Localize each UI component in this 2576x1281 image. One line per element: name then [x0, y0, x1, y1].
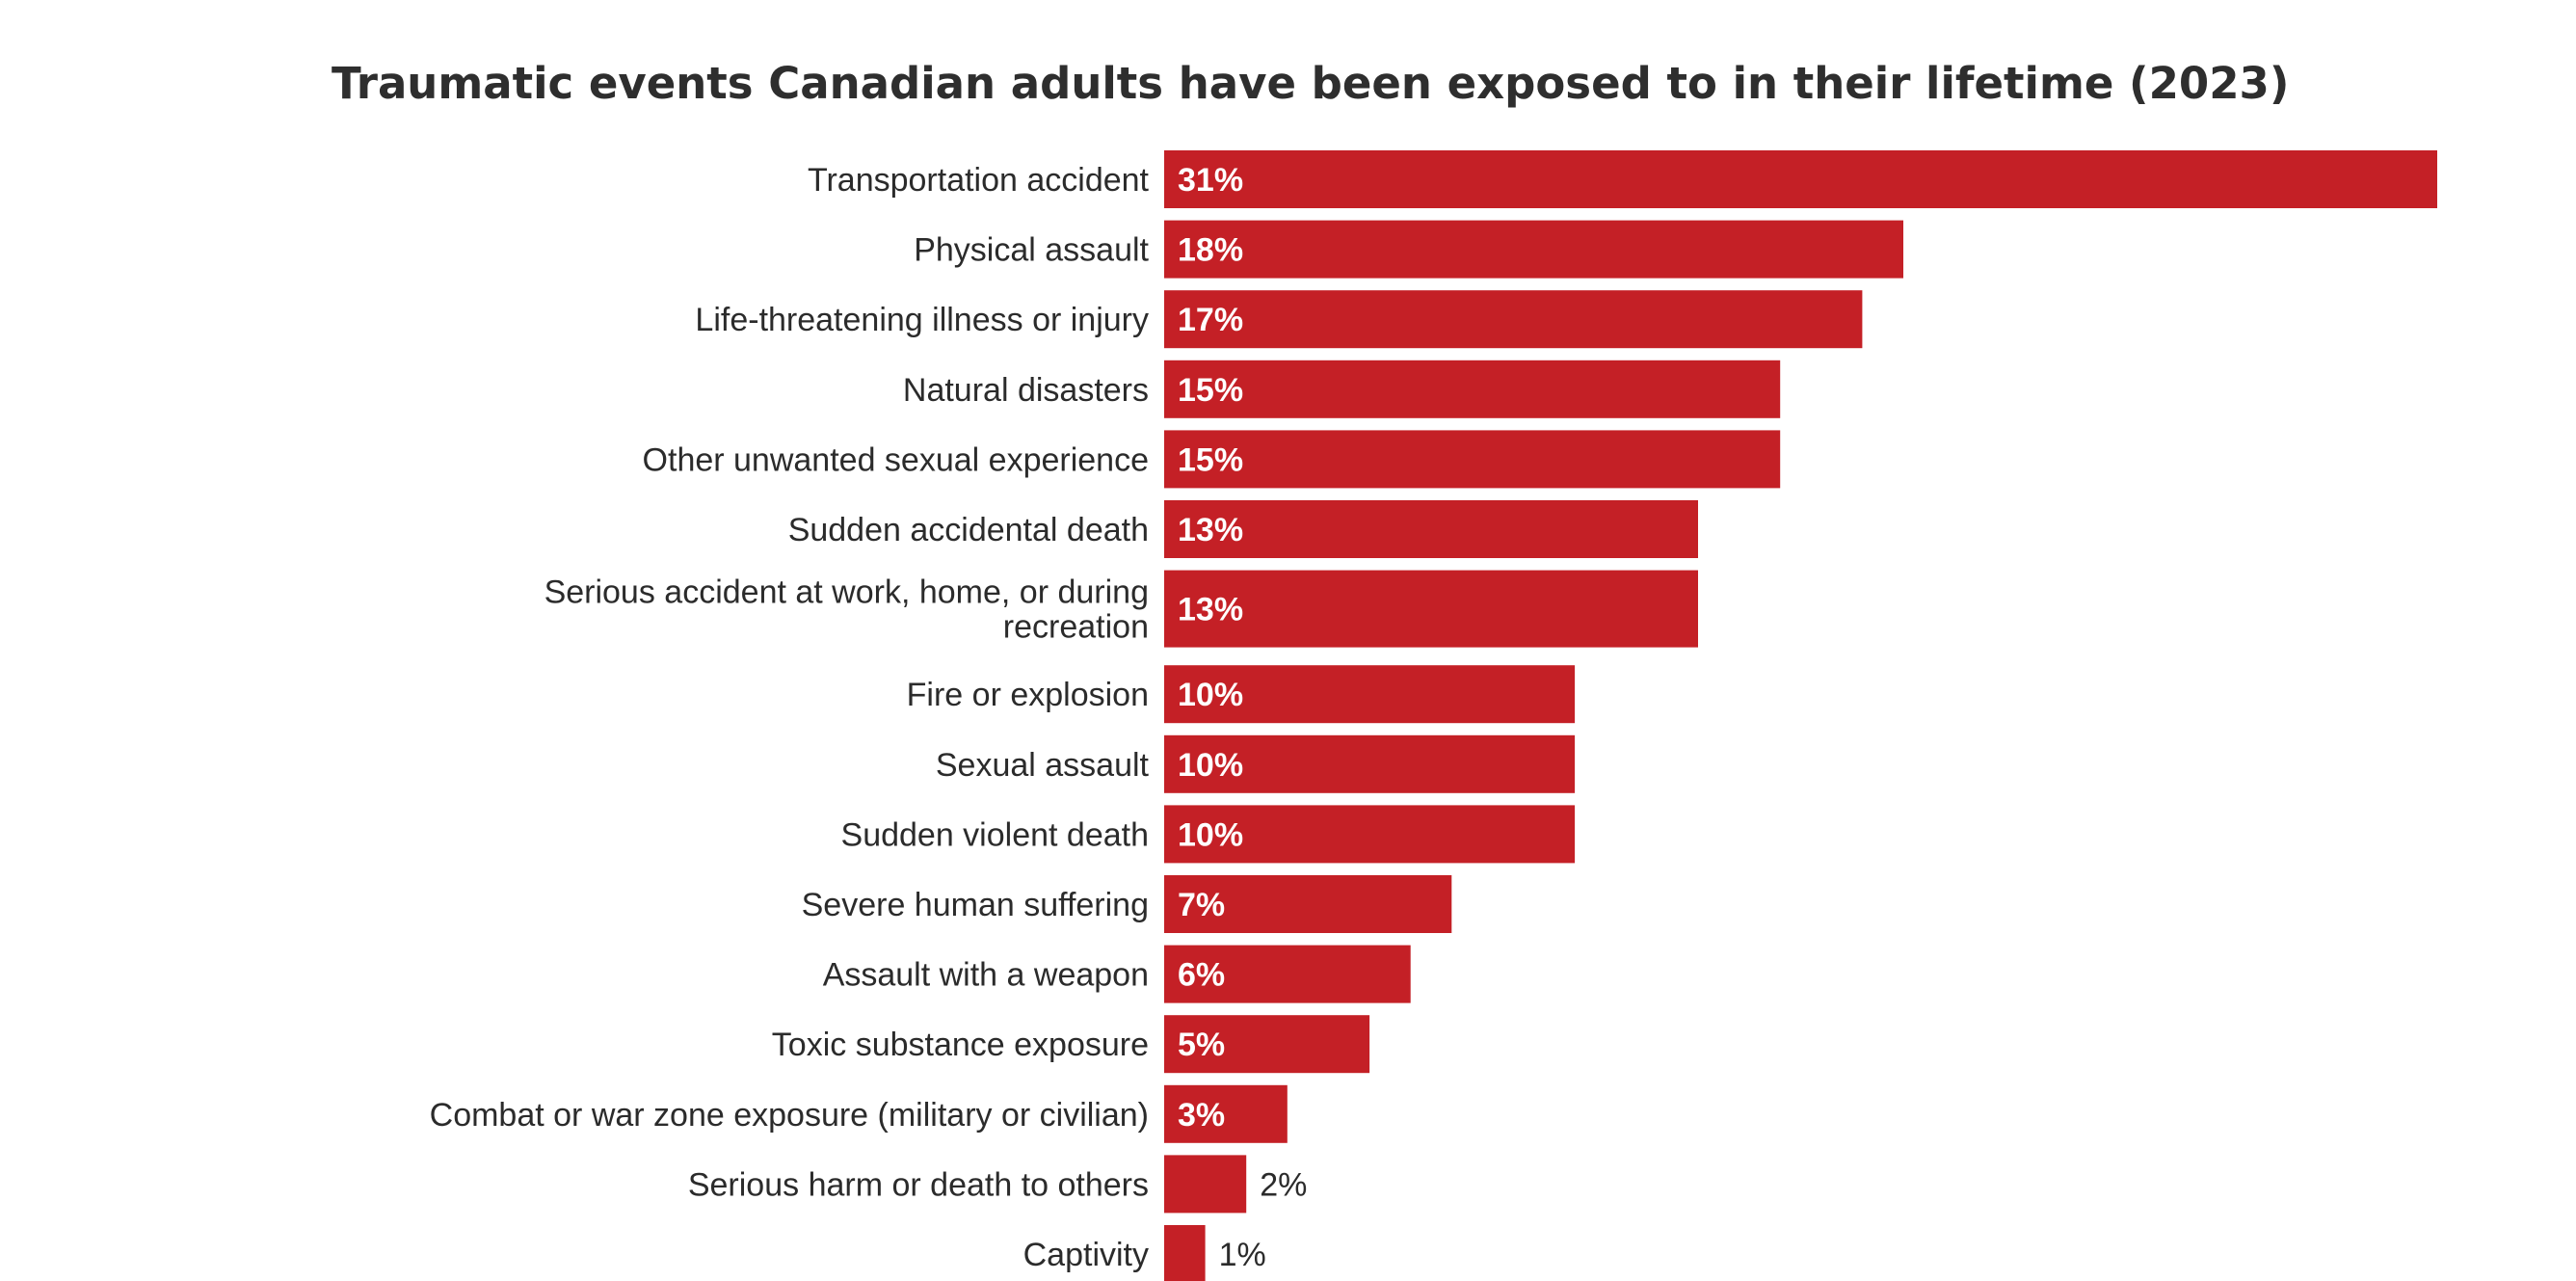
category-label: Fire or explosion	[907, 677, 1149, 713]
value-label: 31%	[1178, 162, 1243, 199]
value-label: 18%	[1178, 232, 1243, 269]
bar	[1164, 150, 2437, 208]
value-label: 6%	[1178, 957, 1225, 994]
chart-title: Traumatic events Canadian adults have be…	[332, 58, 2290, 109]
value-label: 3%	[1178, 1097, 1225, 1134]
value-label: 1%	[1219, 1237, 1266, 1273]
value-label: 7%	[1178, 887, 1225, 923]
category-label: Sexual assault	[936, 747, 1150, 784]
value-label: 10%	[1178, 816, 1243, 853]
category-label: Serious harm or death to others	[688, 1166, 1149, 1203]
value-label: 5%	[1178, 1027, 1225, 1063]
category-label: Toxic substance exposure	[772, 1027, 1149, 1063]
category-label: Captivity	[1023, 1237, 1149, 1273]
category-label: Serious accident at work, home, or durin…	[544, 574, 1149, 646]
bar	[1164, 1225, 1206, 1281]
bar	[1164, 570, 1698, 648]
value-label: 15%	[1178, 372, 1243, 409]
bar	[1164, 1155, 1247, 1214]
category-label: Physical assault	[914, 232, 1149, 269]
category-label: Other unwanted sexual experience	[643, 441, 1149, 478]
category-label: Transportation accident	[808, 162, 1150, 199]
value-label: 10%	[1178, 677, 1243, 713]
bar	[1164, 1015, 1370, 1074]
bar	[1164, 945, 1411, 1003]
bar	[1164, 805, 1576, 864]
bar	[1164, 290, 1863, 349]
category-label: Assault with a weapon	[823, 957, 1149, 994]
value-label: 13%	[1178, 592, 1243, 628]
bar	[1164, 220, 1903, 279]
category-label: Severe human suffering	[802, 887, 1149, 923]
category-label: Sudden violent death	[841, 816, 1149, 853]
category-label: Sudden accidental death	[788, 512, 1149, 548]
bar	[1164, 430, 1781, 489]
value-label: 13%	[1178, 512, 1243, 548]
category-label: Combat or war zone exposure (military or…	[430, 1097, 1149, 1134]
value-label: 17%	[1178, 302, 1243, 338]
bar	[1164, 665, 1576, 724]
category-label: Life-threatening illness or injury	[695, 302, 1149, 338]
bar	[1164, 734, 1576, 793]
value-label: 10%	[1178, 747, 1243, 784]
value-label: 15%	[1178, 441, 1243, 478]
bar	[1164, 1084, 1288, 1143]
value-label: 2%	[1260, 1166, 1307, 1203]
bar	[1164, 360, 1781, 418]
category-label: Natural disasters	[903, 372, 1149, 409]
bar	[1164, 875, 1452, 933]
bar	[1164, 500, 1698, 558]
